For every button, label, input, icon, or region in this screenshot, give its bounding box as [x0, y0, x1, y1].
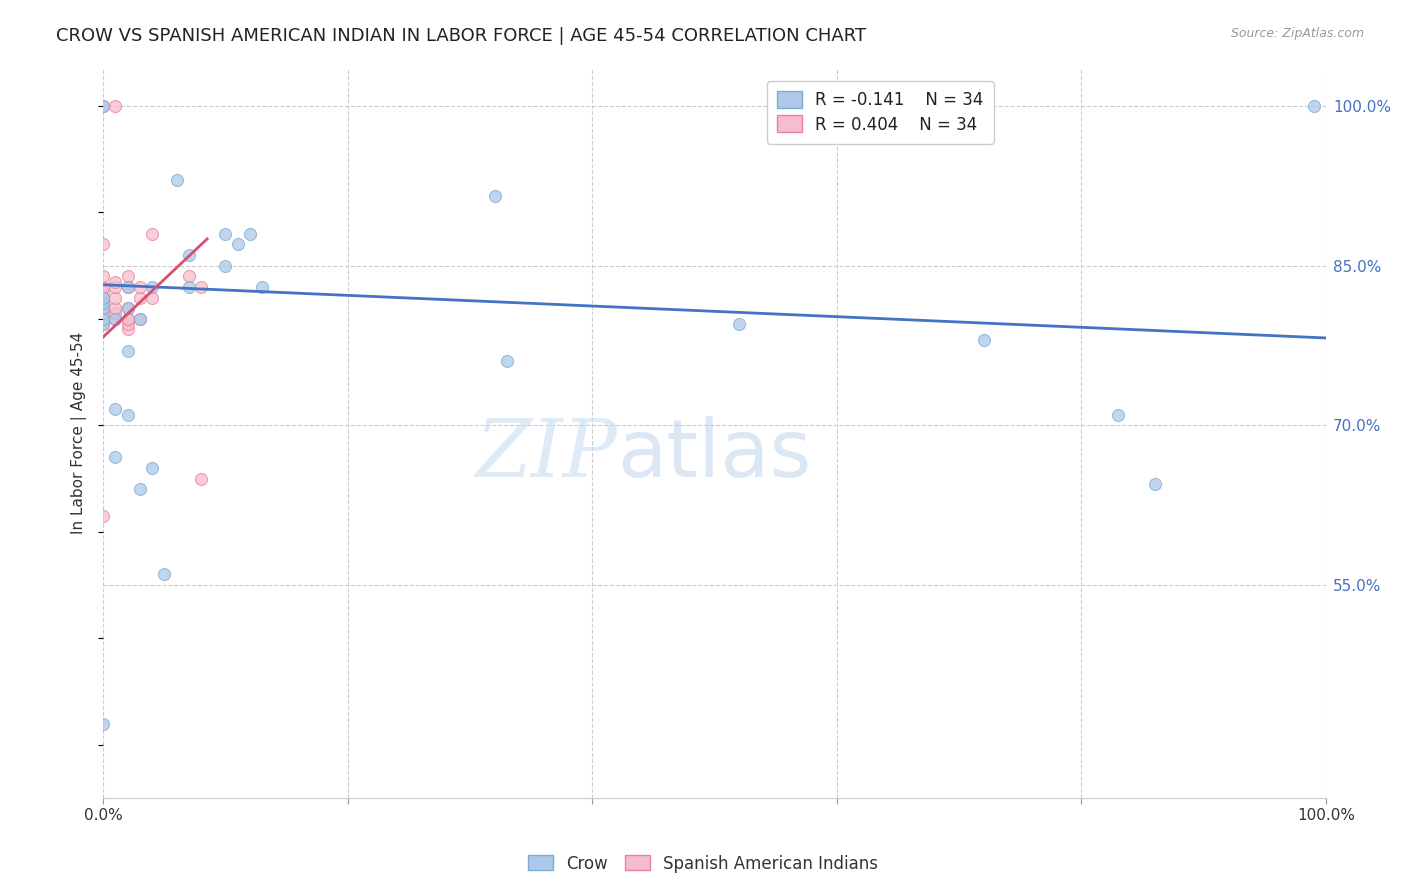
- Point: [104, 291, 127, 305]
- Point: [177, 269, 200, 284]
- Legend: R = -0.141    N = 34, R = 0.404    N = 34: R = -0.141 N = 34, R = 0.404 N = 34: [766, 80, 994, 144]
- Point: [117, 343, 139, 358]
- Point: [484, 189, 506, 203]
- Point: [104, 450, 127, 465]
- Point: [141, 227, 163, 241]
- Point: [91, 311, 114, 326]
- Point: [117, 269, 139, 284]
- Point: [91, 99, 114, 113]
- Point: [104, 301, 127, 315]
- Point: [91, 716, 114, 731]
- Point: [117, 322, 139, 336]
- Point: [1107, 408, 1129, 422]
- Point: [141, 280, 163, 294]
- Point: [129, 482, 152, 496]
- Point: [177, 280, 200, 294]
- Point: [91, 269, 114, 284]
- Point: [250, 280, 273, 294]
- Point: [91, 99, 114, 113]
- Point: [117, 311, 139, 326]
- Point: [129, 280, 152, 294]
- Point: [104, 402, 127, 417]
- Point: [104, 99, 127, 113]
- Point: [190, 471, 212, 485]
- Point: [190, 280, 212, 294]
- Point: [91, 306, 114, 320]
- Point: [495, 354, 517, 368]
- Point: [973, 333, 995, 347]
- Point: [104, 311, 127, 326]
- Point: [117, 280, 139, 294]
- Point: [166, 173, 188, 187]
- Point: [153, 567, 176, 582]
- Point: [91, 317, 114, 331]
- Point: [129, 291, 152, 305]
- Point: [104, 280, 127, 294]
- Point: [117, 280, 139, 294]
- Point: [91, 291, 114, 305]
- Text: Source: ZipAtlas.com: Source: ZipAtlas.com: [1230, 27, 1364, 40]
- Point: [117, 317, 139, 331]
- Point: [91, 508, 114, 523]
- Legend: Crow, Spanish American Indians: Crow, Spanish American Indians: [522, 848, 884, 880]
- Point: [104, 311, 127, 326]
- Point: [91, 291, 114, 305]
- Point: [117, 301, 139, 315]
- Point: [91, 295, 114, 310]
- Point: [117, 311, 139, 326]
- Point: [1302, 99, 1324, 113]
- Point: [117, 301, 139, 315]
- Point: [104, 306, 127, 320]
- Point: [239, 227, 262, 241]
- Text: CROW VS SPANISH AMERICAN INDIAN IN LABOR FORCE | AGE 45-54 CORRELATION CHART: CROW VS SPANISH AMERICAN INDIAN IN LABOR…: [56, 27, 866, 45]
- Point: [91, 295, 114, 310]
- Text: ZIP: ZIP: [475, 417, 617, 494]
- Point: [91, 285, 114, 300]
- Point: [728, 317, 751, 331]
- Point: [91, 311, 114, 326]
- Point: [91, 301, 114, 315]
- Point: [214, 227, 236, 241]
- Point: [141, 461, 163, 475]
- Point: [214, 259, 236, 273]
- Point: [91, 237, 114, 252]
- Text: atlas: atlas: [617, 417, 811, 494]
- Point: [141, 291, 163, 305]
- Point: [226, 237, 249, 252]
- Point: [104, 275, 127, 289]
- Point: [129, 311, 152, 326]
- Point: [91, 280, 114, 294]
- Point: [129, 311, 152, 326]
- Point: [1143, 476, 1166, 491]
- Point: [91, 301, 114, 315]
- Point: [91, 317, 114, 331]
- Point: [117, 408, 139, 422]
- Point: [177, 248, 200, 262]
- Y-axis label: In Labor Force | Age 45-54: In Labor Force | Age 45-54: [72, 332, 87, 534]
